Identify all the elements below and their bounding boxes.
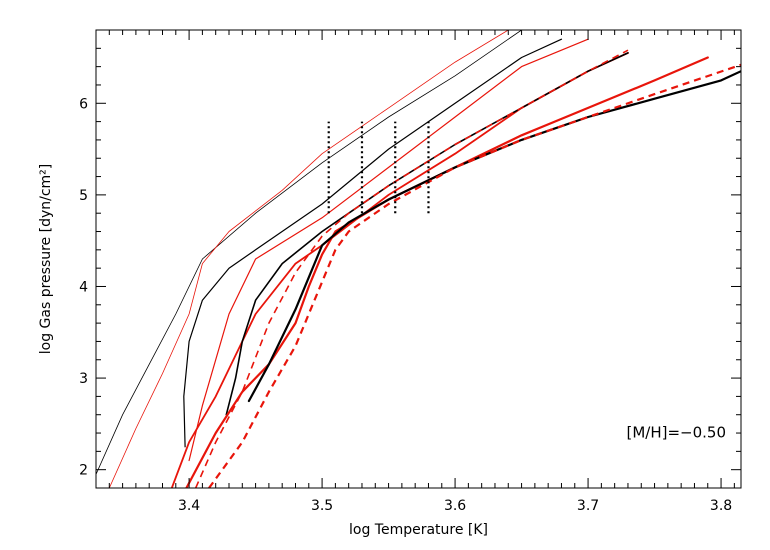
series-line-9 <box>247 70 741 403</box>
x-tick-label: 3.8 <box>710 498 732 514</box>
y-tick-label: 3 <box>79 371 88 387</box>
x-axis-title: log Temperature [K] <box>349 522 488 538</box>
y-tick-label: 2 <box>79 463 88 479</box>
x-tick-label: 3.5 <box>311 498 333 514</box>
marker-layer <box>327 121 430 214</box>
x-tick-label: 3.4 <box>178 498 200 514</box>
y-tick-label: 5 <box>79 188 88 204</box>
metallicity-annotation: [M/H]=−0.50 <box>626 424 726 442</box>
series-line-3 <box>183 38 563 448</box>
plot-frame <box>95 29 742 489</box>
x-tick-label: 3.6 <box>444 498 466 514</box>
y-axis-title: log Gas pressure [dyn/cm²] <box>38 164 54 355</box>
tick-layer: 3.4 3.5 3.6 3.7 3.8 2 3 4 5 6 <box>79 29 741 514</box>
series-line-8 <box>185 56 709 488</box>
series-line-10 <box>208 63 741 488</box>
y-tick-label: 4 <box>79 279 88 295</box>
series-line-2 <box>108 30 509 488</box>
y-tick-label: 6 <box>79 96 88 112</box>
series-layer <box>96 30 741 488</box>
series-line-1 <box>96 30 522 475</box>
x-tick-label: 3.7 <box>577 498 599 514</box>
series-line-4 <box>188 38 589 462</box>
